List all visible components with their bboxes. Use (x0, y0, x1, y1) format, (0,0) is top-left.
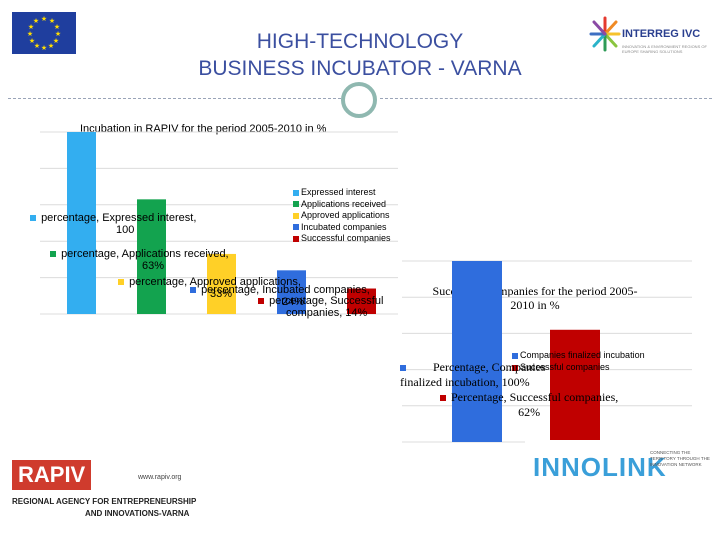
chart1-legend-item: Incubated companies (293, 222, 387, 232)
chart2-bar-companies-finalized-incubation (452, 261, 502, 442)
chart2-data-label-successful: Percentage, Successful companies, 62% (440, 390, 618, 420)
chart2-data-label-value: 62% (518, 405, 541, 419)
chart1-legend-item: Approved applications (293, 210, 390, 220)
eu-flag-logo: ★ ★ ★ ★ ★ ★ ★ ★ ★ ★ ★ ★ (12, 12, 76, 54)
interreg-logo (588, 14, 712, 74)
rapiv-url: www.rapiv.org (138, 474, 182, 481)
chart2-data-label-swatch (440, 395, 446, 402)
chart1-legend-label: Incubated companies (301, 221, 387, 232)
chart2-bar-successful-companies (550, 329, 600, 442)
interreg-name: INTERREG IVC (622, 28, 701, 40)
innolink-logo (525, 440, 715, 496)
svg-text:★: ★ (48, 42, 54, 50)
chart1-legend-label: Applications received (301, 198, 387, 209)
chart1-data-label-applications: percentage, Applications received, 63% (50, 248, 229, 272)
chart1-data-label-swatch (258, 298, 264, 305)
chart2-data-label-value: finalized incubation, 100% (400, 375, 530, 389)
chart1-data-label-swatch (30, 215, 36, 222)
chart2-data-label-finalized: Percentage, Companies finalized incubati… (400, 360, 546, 390)
chart1-data-label-value: companies, 14% (286, 307, 368, 319)
innolink-name: INNOLINK (533, 452, 667, 482)
chart1-data-label-text: percentage, Incubated companies, (201, 284, 370, 296)
innolink-tagline: CONNECTING THE TERRITORY THROUGH THE INN… (650, 450, 710, 467)
chart2-legend-swatch (512, 352, 518, 359)
rapiv-name: RAPIV (12, 460, 92, 490)
chart1-legend-label: Approved applications (301, 210, 390, 220)
chart2-legend-swatch (512, 364, 518, 371)
chart1-data-label-text: percentage, Approved applications, (129, 276, 301, 288)
chart1-data-label-value: 100 (116, 224, 135, 236)
chart1-legend-swatch (293, 235, 299, 242)
chart2-legend-label: Successful companies (520, 362, 610, 372)
chart1-data-label-swatch (190, 287, 196, 294)
chart2-data-label-text: Percentage, Successful companies, (451, 390, 619, 404)
chart1-data-label-successful: percentage, Successful companies, 14% (258, 295, 383, 319)
svg-text:★: ★ (34, 42, 40, 50)
divider-ring-icon (341, 82, 377, 118)
svg-text:★: ★ (41, 44, 47, 52)
svg-text:★: ★ (54, 23, 60, 31)
svg-text:★: ★ (29, 37, 35, 45)
page-title-line2: BUSINESS INCUBATOR - VARNA (198, 57, 522, 80)
chart1-data-label-text: percentage, Expressed interest, (41, 212, 197, 224)
header-divider-right (380, 98, 712, 99)
chart1-bar-applications-received (137, 199, 166, 314)
svg-text:★: ★ (41, 15, 47, 23)
chart1-data-label-value: 24% (282, 296, 305, 308)
chart1-data-label-value: 63% (142, 260, 165, 272)
chart1-data-label-text: percentage, Applications received, (61, 248, 229, 260)
chart1-legend-item: Successful companies (293, 233, 391, 243)
svg-text:★: ★ (55, 30, 61, 38)
interreg-burst-icon (589, 16, 621, 52)
header-divider-left (8, 98, 341, 99)
rapiv-tagline-1: REGIONAL AGENCY FOR ENTREPRENEURSHIP (12, 497, 197, 506)
page-title: HIGH-TECHNOLOGY BUSINESS INCUBATOR - VAR… (150, 28, 570, 82)
chart1-legend-swatch (293, 189, 299, 196)
interreg-tagline: INNOVATION & ENVIRONMENT REGIONS OF EURO… (622, 44, 707, 54)
chart1-bar-successful-companies (347, 288, 376, 314)
svg-text:★: ★ (49, 17, 55, 25)
svg-text:★: ★ (28, 23, 34, 31)
chart1-data-label-incubated: percentage, Incubated companies, 24% (190, 284, 370, 308)
chart2-data-label-text: Percentage, Companies (433, 360, 546, 374)
svg-text:★: ★ (33, 17, 39, 25)
chart1-data-label-swatch (118, 279, 124, 286)
chart1-data-label-expressed: percentage, Expressed interest, 100 (30, 212, 196, 236)
chart1-bar-approved-applications (207, 253, 236, 314)
svg-text:★: ★ (27, 30, 33, 38)
chart2-data-label-swatch (400, 365, 406, 372)
chart1-data-label-approved: percentage, Approved applications, 33% (118, 276, 301, 300)
chart2-legend-label: Companies finalized incubation (520, 350, 645, 360)
chart1-legend-label: Successful companies (301, 233, 391, 243)
chart1-legend-item: Expressed interest (293, 187, 376, 197)
chart2-legend-item: Successful companies (512, 362, 610, 372)
page-title-line1: HIGH-TECHNOLOGY (256, 30, 464, 53)
svg-text:★: ★ (53, 37, 59, 45)
chart1-legend-label: Expressed interest (301, 187, 376, 197)
chart1-legend-swatch (293, 201, 299, 208)
chart1-bar-incubated-companies (277, 270, 306, 314)
chart1-data-label-swatch (50, 251, 56, 258)
chart1-bar-expressed-interest (67, 132, 96, 314)
chart1-legend-swatch (293, 212, 299, 219)
eu-stars-icon: ★ ★★ ★★★ ★★★ ★★★ (27, 15, 61, 52)
chart1-data-label-value: 33% (210, 288, 233, 300)
chart1-data-label-text: percentage, Successful (269, 295, 384, 307)
chart1-legend-swatch (293, 224, 299, 231)
chart1-legend-item: Applications received (293, 199, 386, 209)
chart2-legend-item: Companies finalized incubation (512, 350, 645, 360)
rapiv-tagline-2: AND INNOVATIONS-VARNA (85, 509, 190, 518)
